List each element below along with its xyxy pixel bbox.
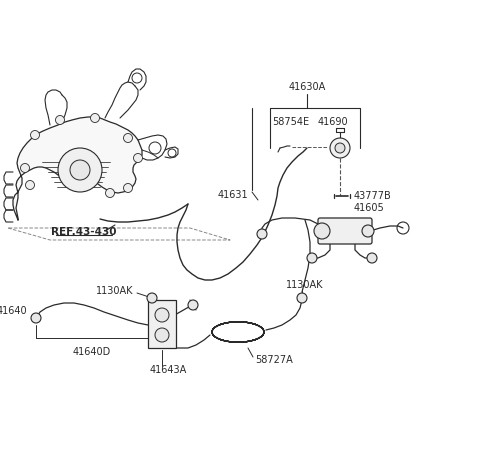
- Circle shape: [25, 180, 35, 189]
- Text: 41643A: 41643A: [150, 365, 187, 375]
- Text: 41605: 41605: [354, 203, 385, 213]
- Circle shape: [257, 229, 267, 239]
- Text: 41690: 41690: [318, 117, 348, 127]
- Circle shape: [188, 300, 198, 310]
- Circle shape: [106, 188, 115, 198]
- Text: 41640D: 41640D: [73, 347, 111, 357]
- Bar: [148, 300, 176, 348]
- Circle shape: [58, 148, 102, 192]
- Circle shape: [147, 293, 157, 303]
- Circle shape: [367, 253, 377, 263]
- Circle shape: [335, 143, 345, 153]
- Circle shape: [297, 293, 307, 303]
- Text: 43777B: 43777B: [354, 191, 392, 201]
- Text: 41630A: 41630A: [288, 82, 325, 92]
- Circle shape: [155, 328, 169, 342]
- Text: 58754E: 58754E: [272, 117, 309, 127]
- Text: 41631: 41631: [217, 190, 248, 200]
- Text: 58727A: 58727A: [255, 355, 293, 365]
- Circle shape: [70, 160, 90, 180]
- Circle shape: [330, 138, 350, 158]
- FancyBboxPatch shape: [318, 218, 372, 244]
- Circle shape: [56, 116, 64, 125]
- Circle shape: [91, 113, 99, 122]
- Circle shape: [31, 130, 39, 139]
- Circle shape: [362, 225, 374, 237]
- Circle shape: [123, 133, 132, 142]
- Text: 1130AK: 1130AK: [96, 286, 133, 296]
- Circle shape: [21, 163, 29, 172]
- Circle shape: [155, 308, 169, 322]
- Circle shape: [307, 253, 317, 263]
- Circle shape: [31, 313, 41, 323]
- Polygon shape: [13, 117, 142, 220]
- Text: 1130AK: 1130AK: [286, 280, 324, 290]
- Text: REF.43-430: REF.43-430: [51, 227, 117, 237]
- Text: 41640: 41640: [0, 306, 27, 316]
- Circle shape: [133, 153, 143, 162]
- Circle shape: [314, 223, 330, 239]
- Circle shape: [123, 184, 132, 192]
